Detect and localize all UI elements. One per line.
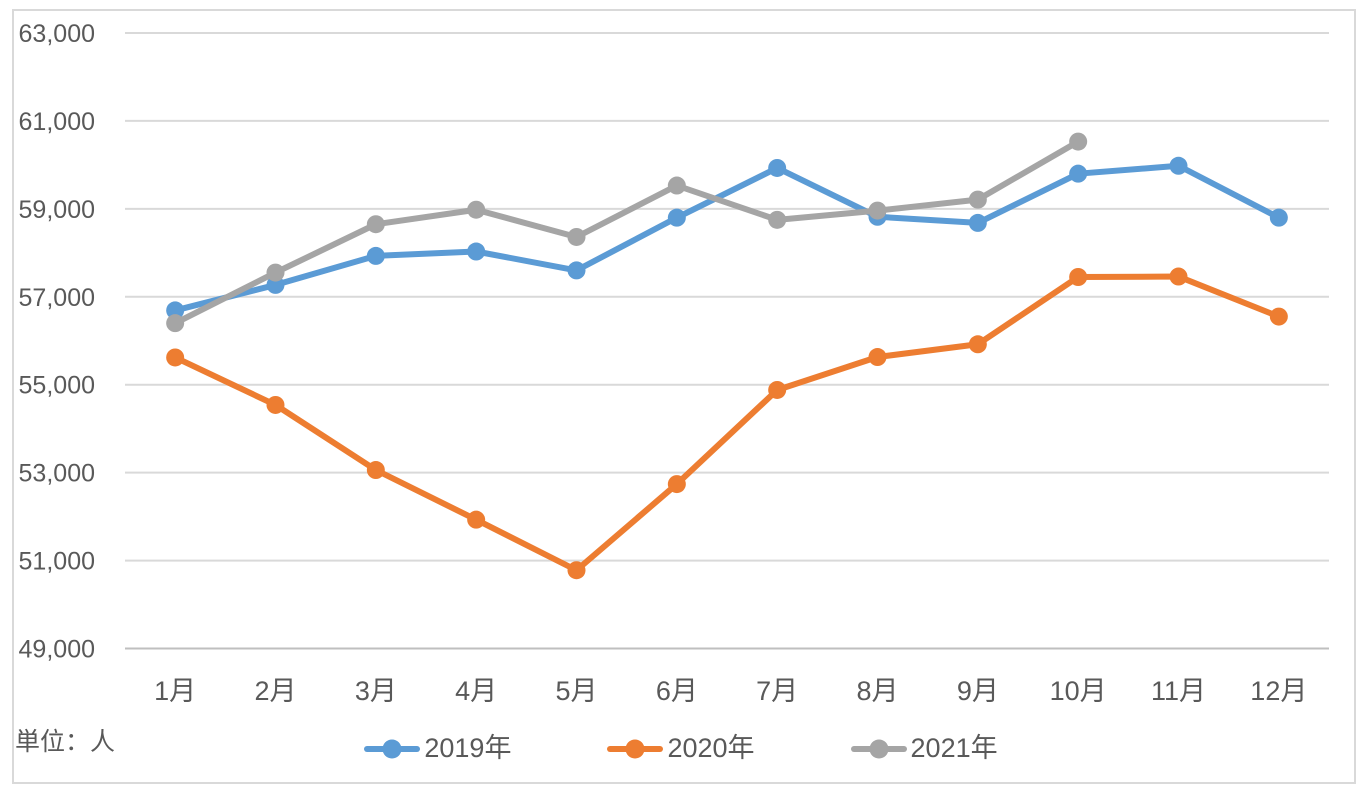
x-axis-tick-label: 1月 <box>154 676 196 706</box>
legend-line-marker-icon <box>607 739 664 758</box>
data-point-2019年-10月 <box>1069 164 1088 183</box>
data-point-2021年-3月 <box>366 215 385 234</box>
data-point-2020年-9月 <box>968 335 987 354</box>
data-point-2020年-11月 <box>1169 267 1188 286</box>
data-point-2019年-12月 <box>1269 208 1288 227</box>
x-axis-tick-label: 2月 <box>254 676 296 706</box>
data-point-2020年-4月 <box>467 510 486 529</box>
data-point-2019年-2月 <box>266 275 285 294</box>
data-point-2021年-4月 <box>467 200 486 219</box>
unit-label: 単位：人 <box>15 728 116 756</box>
legend: 2019年 2020年 2021年 <box>0 735 1362 762</box>
series-line-2021年 <box>172 138 1082 327</box>
data-point-2021年-7月 <box>768 210 787 229</box>
data-point-2021年-10月 <box>1069 132 1088 151</box>
legend-label: 2019年 <box>424 733 512 763</box>
data-point-2021年-5月 <box>567 227 586 246</box>
x-axis-tick-label: 11月 <box>1151 676 1206 706</box>
data-point-2021年-2月 <box>266 263 285 282</box>
legend-line-marker-icon <box>364 739 421 758</box>
legend-item-2021年[interactable]: 2021年 <box>850 733 998 763</box>
data-point-2020年-3月 <box>366 461 385 480</box>
data-point-2019年-4月 <box>467 242 486 261</box>
x-axis-tick-label: 3月 <box>355 676 397 706</box>
data-point-2020年-6月 <box>667 475 686 494</box>
legend-label: 2021年 <box>910 733 998 763</box>
x-axis-tick-label: 7月 <box>756 676 798 706</box>
series-line-2020年 <box>172 273 1282 574</box>
legend-item-2020年[interactable]: 2020年 <box>607 733 755 763</box>
legend-line-marker-icon <box>850 739 907 758</box>
data-point-2019年-7月 <box>768 158 787 177</box>
data-point-2019年-6月 <box>667 208 686 227</box>
data-point-2021年-9月 <box>968 190 987 209</box>
y-axis-tick-label: 51,000 <box>19 548 95 576</box>
y-axis-tick-label: 57,000 <box>19 284 95 312</box>
data-point-2019年-9月 <box>968 213 987 232</box>
data-point-2019年-3月 <box>366 246 385 265</box>
data-point-2020年-8月 <box>868 348 887 367</box>
data-point-2021年-6月 <box>667 176 686 195</box>
x-axis-tick-label: 4月 <box>455 676 497 706</box>
legend-item-2019年[interactable]: 2019年 <box>364 735 511 762</box>
chart-area-border <box>12 9 1356 784</box>
data-point-2020年-10月 <box>1069 268 1088 287</box>
data-point-2020年-7月 <box>768 380 787 399</box>
x-axis-tick-label: 9月 <box>957 676 999 706</box>
y-axis-tick-label: 53,000 <box>19 460 95 488</box>
data-point-2020年-2月 <box>266 395 285 414</box>
y-axis-tick-label: 63,000 <box>19 20 95 48</box>
x-axis-tick-label: 10月 <box>1050 676 1107 706</box>
data-point-2021年-1月 <box>166 314 185 333</box>
y-axis-tick-label: 59,000 <box>19 196 95 224</box>
data-point-2020年-1月 <box>166 348 185 367</box>
y-axis-tick-label: 49,000 <box>19 636 95 664</box>
x-axis-tick-label: 5月 <box>555 676 597 706</box>
data-point-2020年-12月 <box>1269 307 1288 326</box>
data-point-2021年-8月 <box>868 201 887 220</box>
series-line-2019年 <box>172 162 1282 314</box>
data-point-2020年-5月 <box>567 561 586 580</box>
y-axis-tick-label: 61,000 <box>19 108 95 136</box>
data-point-2019年-11月 <box>1169 156 1188 175</box>
legend-label: 2020年 <box>667 733 755 763</box>
y-axis-tick-label: 55,000 <box>19 372 95 400</box>
x-axis-tick-label: 8月 <box>856 676 898 706</box>
data-point-2019年-1月 <box>166 301 185 320</box>
data-point-2019年-5月 <box>567 261 586 280</box>
x-axis-tick-label: 6月 <box>656 676 698 706</box>
x-axis-tick-label: 12月 <box>1250 676 1307 706</box>
